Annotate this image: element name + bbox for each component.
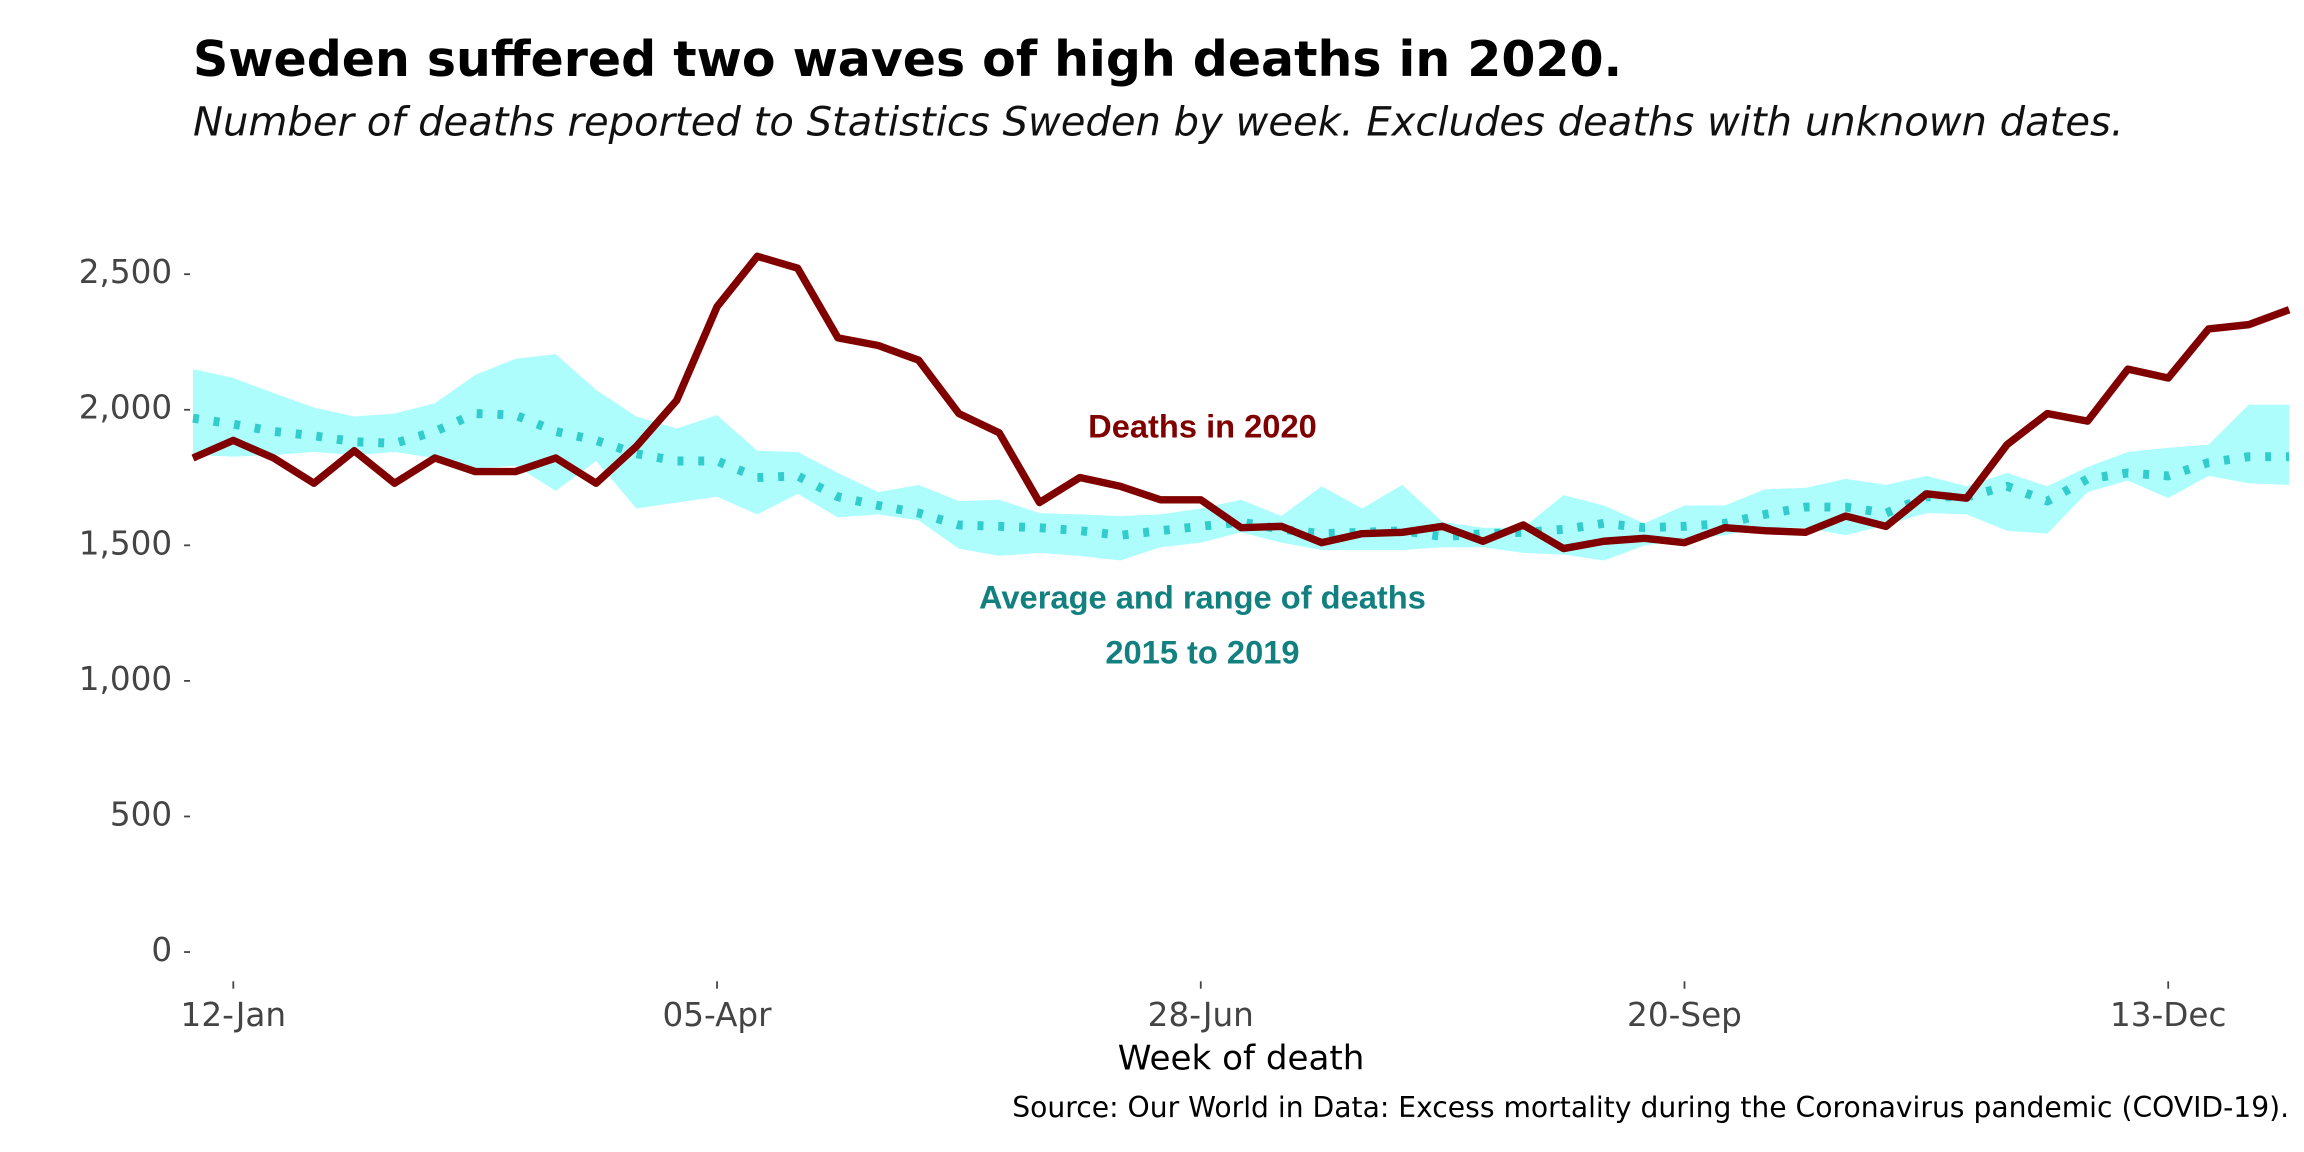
x-tick-label: 12-Jan: [181, 996, 286, 1034]
y-tick-label: 0: [151, 931, 172, 969]
series-label: Deaths in 2020: [1088, 408, 1317, 445]
caption: Source: Our World in Data: Excess mortal…: [1012, 1091, 2289, 1124]
series-line: [191, 252, 2291, 553]
annotation: Average and range of deaths: [979, 578, 1426, 615]
y-tick-label: 2,000: [79, 389, 172, 427]
average-line: [192, 409, 2290, 542]
annotation: 2015 to 2019: [1105, 633, 1299, 670]
y-tick-label: 2,500: [79, 253, 172, 291]
x-tick-label: 13-Dec: [2110, 996, 2226, 1034]
y-tick-label: 1,000: [79, 660, 172, 698]
x-tick-label: 20-Sep: [1627, 996, 1742, 1034]
x-tick-label: 05-Apr: [662, 996, 772, 1034]
plot-area: [191, 252, 2291, 561]
chart-title: Sweden suffered two waves of high deaths…: [193, 31, 1622, 88]
x-axis-title: Week of death: [1118, 1038, 1365, 1078]
y-tick-label: 1,500: [79, 524, 172, 562]
x-tick-label: 28-Jun: [1148, 996, 1254, 1034]
y-tick-label: 500: [110, 795, 172, 833]
range-band: [192, 354, 2290, 561]
chart-subtitle: Number of deaths reported to Statistics …: [193, 100, 2124, 146]
